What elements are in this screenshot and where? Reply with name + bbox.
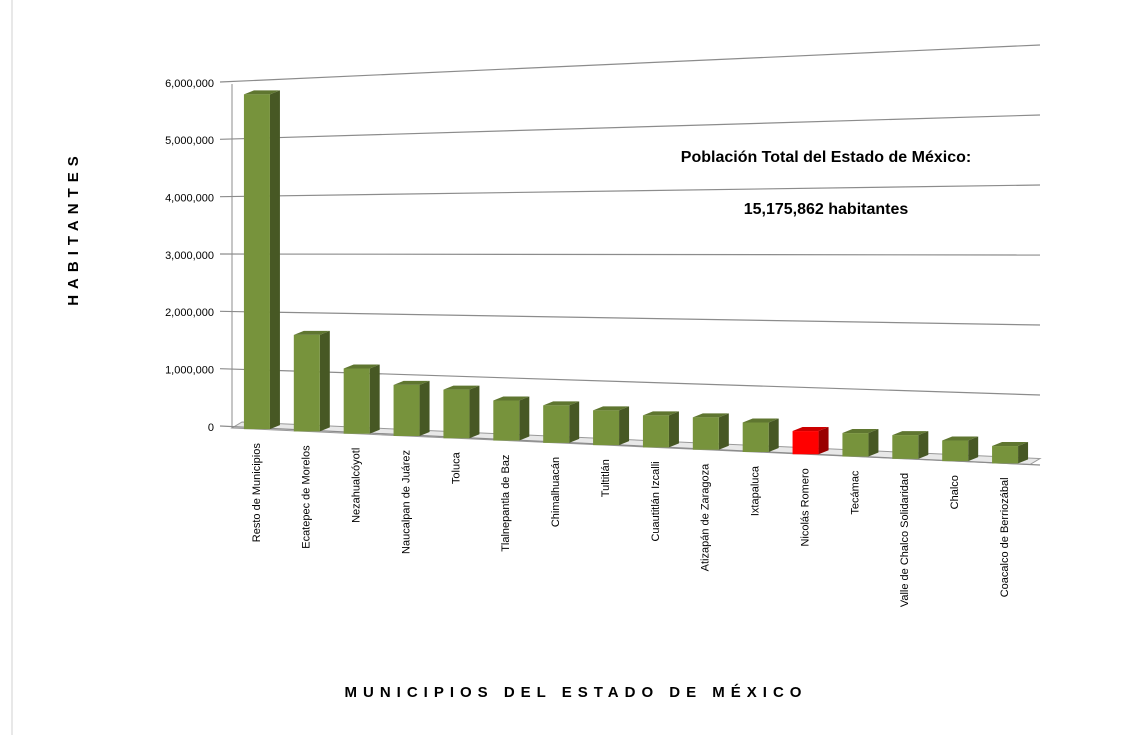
x-tick-label: Resto de Municipios bbox=[251, 443, 263, 543]
bar-side bbox=[1018, 442, 1029, 464]
bar-front bbox=[543, 405, 570, 443]
bar bbox=[892, 431, 929, 459]
x-tick-label: Toluca bbox=[450, 451, 462, 484]
bar-front bbox=[343, 368, 370, 434]
bar bbox=[792, 427, 829, 455]
bar-top bbox=[493, 396, 530, 401]
bar-front bbox=[942, 440, 969, 462]
bar-front bbox=[642, 415, 669, 448]
x-tick-label: Tecámac bbox=[849, 470, 861, 515]
bar-top bbox=[742, 418, 779, 423]
bar-front bbox=[593, 410, 620, 446]
bar-front bbox=[742, 422, 769, 452]
bar-top bbox=[892, 431, 929, 436]
x-tick-label: Atizapán de Zaragoza bbox=[700, 463, 712, 572]
bar-side bbox=[718, 413, 729, 450]
bar-front bbox=[443, 389, 470, 439]
bar-side bbox=[469, 385, 480, 439]
x-tick-label: Tlalnepantla de Baz bbox=[500, 455, 512, 552]
y-tick-label: 6,000,000 bbox=[165, 78, 214, 90]
bar-top bbox=[293, 330, 330, 335]
annotation: 15,175,862 habitantes bbox=[744, 201, 909, 218]
bar bbox=[742, 418, 779, 452]
bar-front bbox=[992, 446, 1019, 464]
bar-side bbox=[519, 396, 530, 441]
x-tick-label: Nezahualcóyotl bbox=[351, 448, 363, 523]
y-tick-label: 4,000,000 bbox=[165, 193, 214, 205]
grid-line bbox=[219, 184, 1041, 198]
bar bbox=[393, 380, 430, 436]
x-tick-label: Tultitlán bbox=[600, 459, 612, 497]
bar-side bbox=[619, 406, 630, 446]
bar-top bbox=[593, 406, 630, 411]
bar bbox=[692, 413, 729, 450]
bar bbox=[543, 401, 580, 443]
y-tick-label: 5,000,000 bbox=[165, 135, 214, 147]
bar bbox=[842, 429, 879, 457]
grid-line bbox=[219, 368, 1041, 396]
bar bbox=[593, 406, 630, 446]
x-tick-label: Chimalhuacán bbox=[550, 457, 562, 527]
bar-top bbox=[243, 90, 280, 95]
bar-top bbox=[642, 411, 679, 416]
x-axis-title: MUNICIPIOS DEL ESTADO DE MÉXICO bbox=[345, 684, 808, 701]
bar-front bbox=[243, 94, 270, 430]
x-tick-label: Nicolás Romero bbox=[799, 468, 811, 546]
y-tick-label: 1,000,000 bbox=[165, 365, 214, 377]
bar-front bbox=[493, 400, 520, 441]
grid-line bbox=[219, 253, 1041, 256]
bar bbox=[293, 330, 330, 432]
bar bbox=[493, 396, 530, 441]
x-tick-label: Valle de Chalco Solidaridad bbox=[899, 473, 911, 607]
x-tick-label: Coacalco de Berriozábal bbox=[999, 477, 1011, 597]
bar-top bbox=[792, 427, 829, 432]
y-tick-label: 2,000,000 bbox=[165, 307, 214, 319]
bar-top bbox=[343, 364, 380, 369]
bar-side bbox=[369, 364, 380, 434]
x-tick-label: Chalco bbox=[949, 475, 961, 509]
bar-side bbox=[818, 427, 829, 455]
grid-line bbox=[219, 114, 1041, 140]
bar-top bbox=[393, 380, 430, 385]
bar-top bbox=[692, 413, 729, 418]
bar-top bbox=[543, 401, 580, 406]
annotation: Población Total del Estado de México: bbox=[681, 149, 971, 166]
bar-side bbox=[319, 330, 330, 432]
bar-top bbox=[992, 442, 1029, 447]
bar-front bbox=[892, 435, 919, 459]
bar-front bbox=[393, 384, 420, 436]
bar-side bbox=[918, 431, 929, 459]
bar bbox=[942, 436, 979, 462]
bar-top bbox=[942, 436, 979, 441]
bar-top bbox=[842, 429, 879, 434]
x-tick-label: Cuautitlán Izcalli bbox=[650, 461, 662, 541]
grid-line bbox=[219, 310, 1041, 326]
x-tick-label: Ecatepec de Morelos bbox=[301, 445, 313, 549]
bar-side bbox=[968, 436, 979, 462]
bar bbox=[343, 364, 380, 434]
y-axis-title: HABITANTES bbox=[65, 150, 82, 306]
bar-front bbox=[293, 334, 320, 432]
x-tick-label: Ixtapaluca bbox=[750, 465, 762, 516]
x-tick-label: Naucalpan de Juárez bbox=[400, 450, 412, 554]
y-tick-label: 0 bbox=[208, 422, 214, 434]
bar-front bbox=[692, 417, 719, 450]
bar-front bbox=[842, 433, 869, 457]
bar-front bbox=[792, 431, 819, 455]
bar-side bbox=[868, 429, 879, 457]
bar bbox=[992, 442, 1029, 464]
bar bbox=[243, 90, 280, 430]
bar-side bbox=[419, 380, 430, 436]
bar-side bbox=[768, 418, 779, 452]
grid-line bbox=[219, 44, 1041, 83]
bar-side bbox=[668, 411, 679, 448]
y-tick-label: 3,000,000 bbox=[165, 250, 214, 262]
bar-side bbox=[269, 90, 280, 430]
bar bbox=[642, 411, 679, 448]
bar bbox=[443, 385, 480, 439]
bar-side bbox=[569, 401, 580, 443]
bar-top bbox=[443, 385, 480, 390]
